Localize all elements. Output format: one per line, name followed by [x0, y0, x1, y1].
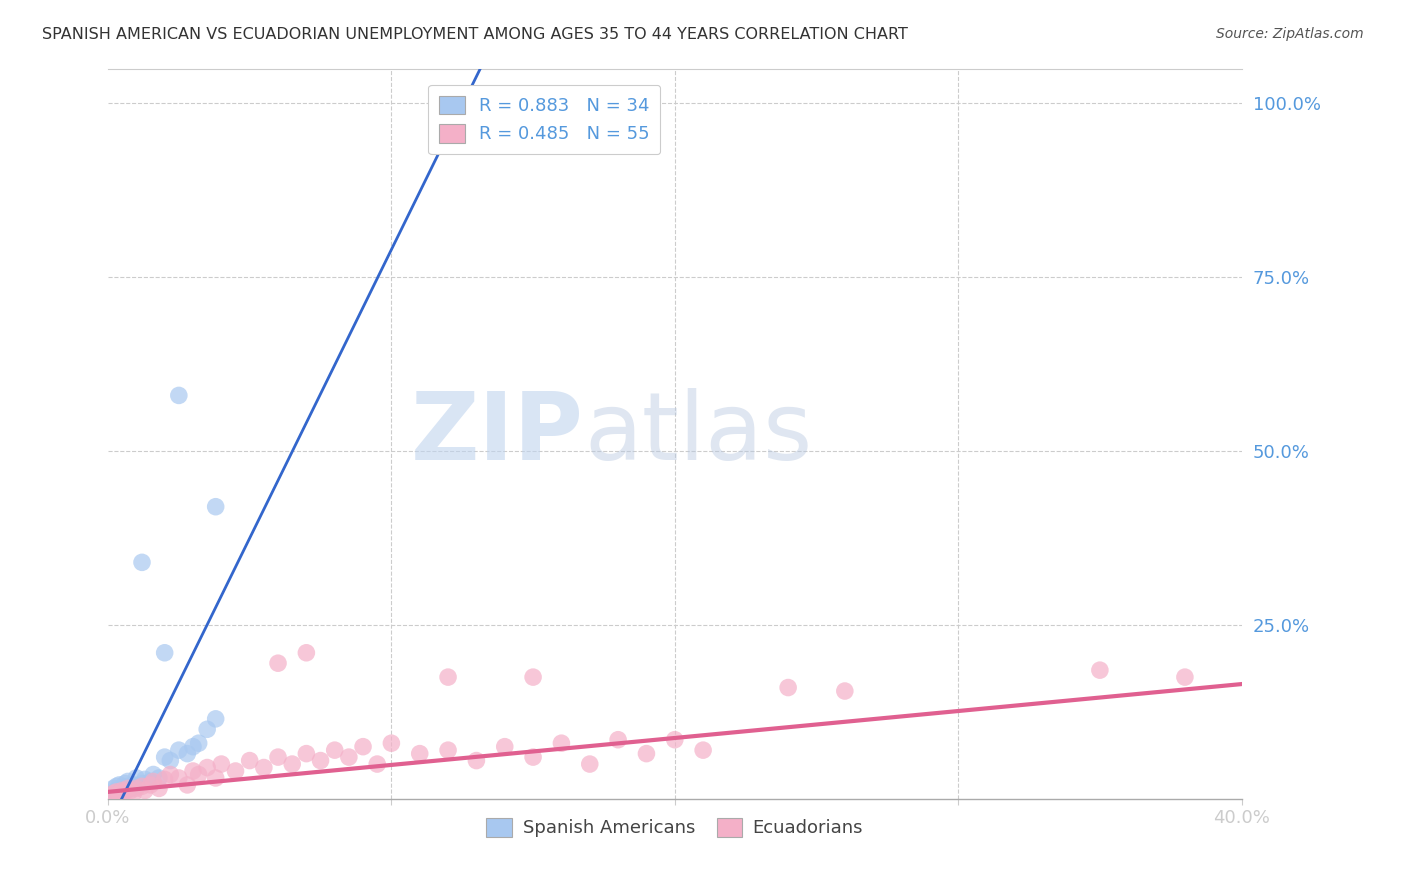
- Point: [117, 780, 139, 794]
- Text: Source: ZipAtlas.com: Source: ZipAtlas.com: [1216, 27, 1364, 41]
- Point: [1174, 670, 1197, 684]
- Point: [692, 743, 714, 757]
- Point: [176, 747, 198, 761]
- Point: [352, 739, 374, 754]
- Point: [117, 781, 139, 796]
- Point: [100, 789, 122, 803]
- Point: [281, 757, 304, 772]
- Text: SPANISH AMERICAN VS ECUADORIAN UNEMPLOYMENT AMONG AGES 35 TO 44 YEARS CORRELATIO: SPANISH AMERICAN VS ECUADORIAN UNEMPLOYM…: [42, 27, 908, 42]
- Point: [111, 781, 134, 796]
- Point: [103, 781, 125, 796]
- Point: [578, 757, 600, 772]
- Point: [494, 739, 516, 754]
- Point: [125, 780, 148, 794]
- Point: [134, 783, 156, 797]
- Point: [636, 747, 658, 761]
- Point: [437, 670, 460, 684]
- Point: [100, 789, 122, 803]
- Point: [134, 772, 156, 787]
- Point: [153, 646, 176, 660]
- Point: [167, 771, 190, 785]
- Point: [125, 771, 148, 785]
- Point: [204, 712, 226, 726]
- Point: [664, 732, 686, 747]
- Point: [366, 757, 388, 772]
- Point: [159, 767, 181, 781]
- Point: [834, 684, 856, 698]
- Point: [176, 778, 198, 792]
- Point: [148, 771, 170, 785]
- Point: [142, 774, 165, 789]
- Point: [195, 760, 218, 774]
- Point: [167, 743, 190, 757]
- Point: [125, 781, 148, 796]
- Point: [522, 670, 544, 684]
- Point: [103, 786, 125, 800]
- Point: [195, 723, 218, 737]
- Point: [267, 750, 290, 764]
- Point: [187, 767, 209, 781]
- Text: ZIP: ZIP: [411, 388, 583, 480]
- Point: [204, 500, 226, 514]
- Point: [153, 750, 176, 764]
- Point: [122, 778, 145, 792]
- Point: [239, 754, 262, 768]
- Text: atlas: atlas: [583, 388, 813, 480]
- Point: [114, 776, 136, 790]
- Point: [181, 764, 204, 778]
- Point: [105, 780, 128, 794]
- Point: [778, 681, 800, 695]
- Point: [105, 783, 128, 797]
- Point: [295, 747, 318, 761]
- Point: [522, 750, 544, 764]
- Point: [111, 786, 134, 800]
- Point: [550, 736, 572, 750]
- Point: [225, 764, 247, 778]
- Point: [167, 388, 190, 402]
- Point: [120, 783, 142, 797]
- Point: [295, 646, 318, 660]
- Point: [108, 786, 131, 800]
- Point: [153, 772, 176, 787]
- Point: [142, 767, 165, 781]
- Point: [103, 786, 125, 800]
- Point: [309, 754, 332, 768]
- Point: [148, 781, 170, 796]
- Point: [114, 783, 136, 797]
- Point: [409, 747, 432, 761]
- Point: [111, 783, 134, 797]
- Point: [253, 760, 276, 774]
- Point: [337, 750, 360, 764]
- Point: [108, 778, 131, 792]
- Point: [187, 736, 209, 750]
- Point: [122, 786, 145, 800]
- Point: [117, 774, 139, 789]
- Point: [139, 774, 162, 789]
- Point: [1088, 663, 1111, 677]
- Point: [131, 555, 153, 569]
- Point: [437, 743, 460, 757]
- Point: [465, 754, 488, 768]
- Legend: Spanish Americans, Ecuadorians: Spanish Americans, Ecuadorians: [479, 811, 870, 845]
- Point: [209, 757, 232, 772]
- Point: [131, 776, 153, 790]
- Point: [267, 657, 290, 671]
- Point: [607, 732, 630, 747]
- Point: [204, 771, 226, 785]
- Point: [159, 754, 181, 768]
- Point: [108, 785, 131, 799]
- Point: [105, 785, 128, 799]
- Point: [120, 781, 142, 796]
- Point: [323, 743, 346, 757]
- Point: [181, 739, 204, 754]
- Point: [380, 736, 402, 750]
- Point: [131, 780, 153, 794]
- Point: [114, 785, 136, 799]
- Point: [139, 778, 162, 792]
